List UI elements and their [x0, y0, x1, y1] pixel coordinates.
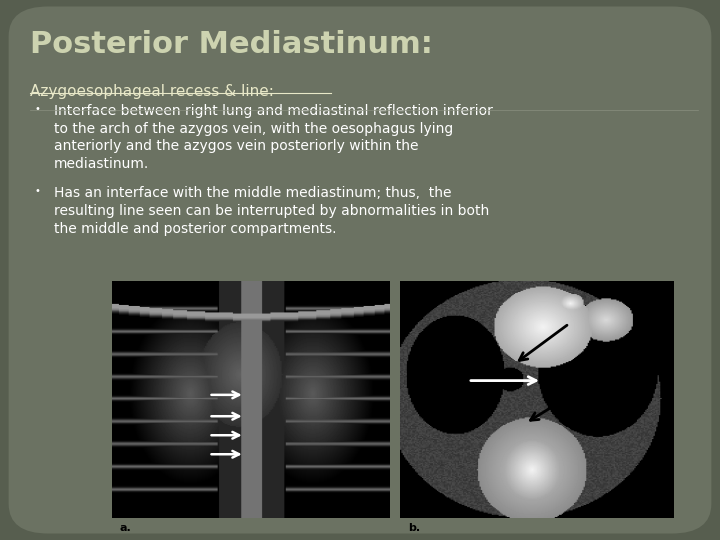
Text: Azygoesophageal recess & line:: Azygoesophageal recess & line:	[30, 84, 274, 99]
Text: Interface between right lung and mediastinal reflection inferior
to the arch of : Interface between right lung and mediast…	[54, 104, 493, 171]
Text: a.: a.	[120, 523, 132, 533]
Text: Posterior Mediastinum:: Posterior Mediastinum:	[30, 30, 433, 59]
Bar	[112, 518, 389, 537]
Bar	[400, 518, 673, 537]
Text: b.: b.	[408, 523, 420, 533]
Text: •: •	[35, 186, 40, 197]
Text: Has an interface with the middle mediastinum; thus,  the
resulting line seen can: Has an interface with the middle mediast…	[54, 186, 490, 236]
Text: •: •	[35, 104, 40, 114]
FancyBboxPatch shape	[9, 6, 711, 534]
